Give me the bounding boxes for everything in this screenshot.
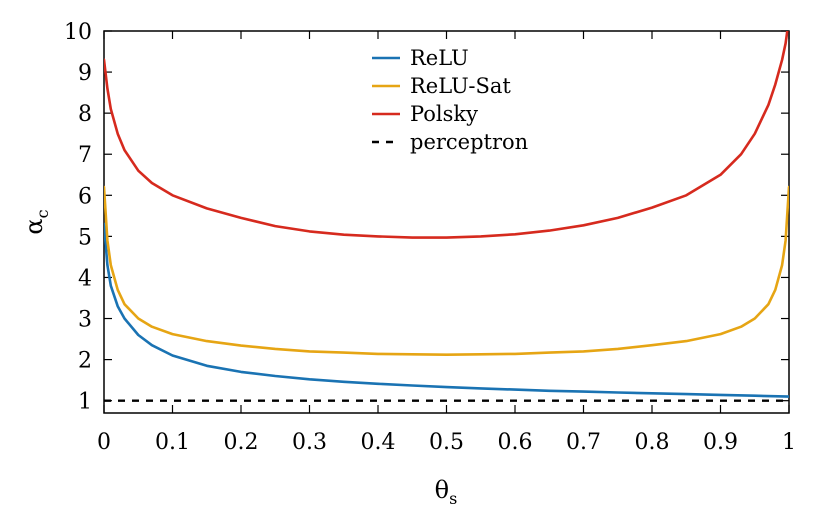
- y-tick-label: 5: [78, 225, 92, 250]
- legend: ReLU ReLU-Sat Polsky perceptron: [372, 46, 528, 154]
- x-axis-ticks: 0 0.1 0.2 0.3 0.4 0.5 0.6 0.7 0.8 0.9 1: [97, 31, 796, 455]
- x-tick-label: 0: [97, 430, 111, 455]
- x-tick-label: 0.2: [224, 430, 259, 455]
- y-tick-label: 9: [78, 61, 92, 86]
- y-tick-label: 6: [78, 184, 92, 209]
- x-tick-label: 0.9: [703, 430, 738, 455]
- legend-label: Polsky: [410, 102, 478, 126]
- x-tick-label: 0.4: [361, 430, 396, 455]
- x-axis-label: θs: [435, 476, 458, 508]
- y-tick-label: 3: [78, 308, 92, 333]
- legend-label: ReLU: [410, 46, 469, 70]
- x-tick-label: 0.6: [498, 430, 533, 455]
- x-tick-label: 0.1: [155, 430, 190, 455]
- x-tick-label: 0.7: [566, 430, 601, 455]
- y-tick-label: 8: [78, 102, 92, 127]
- y-axis-label: αc: [20, 209, 52, 234]
- legend-label: ReLU-Sat: [410, 74, 511, 98]
- y-axis-ticks: 1 2 3 4 5 6 7 8 9 10: [64, 20, 789, 415]
- y-tick-label: 4: [78, 266, 92, 291]
- x-tick-label: 1: [782, 430, 796, 455]
- series-line-relu: [104, 222, 789, 398]
- series-line-relu-sat: [104, 185, 789, 357]
- y-tick-label: 10: [64, 20, 92, 45]
- x-tick-label: 0.3: [292, 430, 327, 455]
- y-tick-label: 2: [78, 349, 92, 374]
- series-layer: [104, 31, 789, 402]
- legend-label: perceptron: [410, 130, 528, 154]
- series-line-polsky: [104, 31, 789, 239]
- x-tick-label: 0.5: [429, 430, 464, 455]
- x-tick-label: 0.8: [635, 430, 670, 455]
- y-tick-label: 1: [78, 390, 92, 415]
- y-tick-label: 7: [78, 143, 92, 168]
